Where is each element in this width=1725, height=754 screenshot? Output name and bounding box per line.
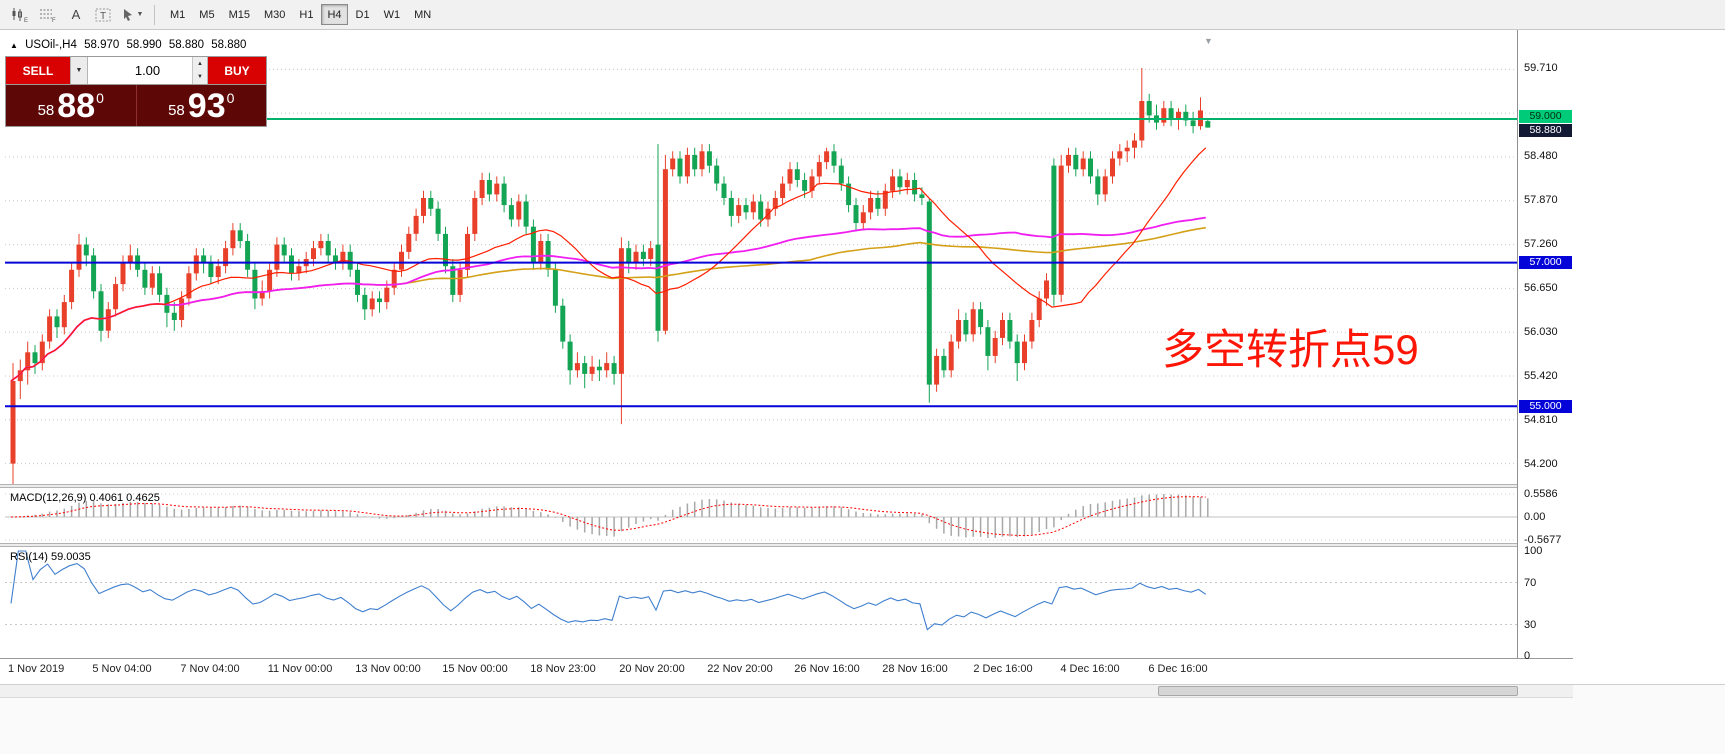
timeframe-button-h1[interactable]: H1 xyxy=(293,4,319,25)
time-axis-label: 13 Nov 00:00 xyxy=(355,663,421,675)
footer-area xyxy=(0,684,1725,754)
macd-scale-label: 0.00 xyxy=(1524,511,1546,523)
buy-price-big: 93 xyxy=(187,86,226,125)
buy-price-small: 58 xyxy=(168,102,185,119)
horizontal-scrollbar[interactable] xyxy=(0,685,1573,698)
macd-indicator-label: MACD(12,26,9) 0.4061 0.4625 xyxy=(10,492,160,504)
scrollbar-thumb[interactable] xyxy=(1158,686,1518,696)
macd-scale-label: 0.5586 xyxy=(1524,488,1558,500)
price-scale-label: 54.200 xyxy=(1524,457,1558,470)
quote-low: 58.880 xyxy=(168,39,205,51)
timeframe-button-m5[interactable]: M5 xyxy=(193,4,220,25)
volume-input[interactable] xyxy=(88,57,207,84)
spinner-down-icon[interactable]: ▼ xyxy=(193,70,207,84)
timeframe-button-m15[interactable]: M15 xyxy=(223,4,256,25)
text-label-tool-icon[interactable]: T xyxy=(90,3,118,27)
icon-letter: F xyxy=(52,18,56,23)
quote-bar: ▲ USOil-,H4 58.970 58.990 58.880 58.880 xyxy=(10,39,250,51)
spinner-up-icon[interactable]: ▲ xyxy=(193,57,207,71)
time-axis-label: 5 Nov 04:00 xyxy=(92,663,152,675)
time-axis-label: 26 Nov 16:00 xyxy=(794,663,860,675)
icon-letter: E xyxy=(24,18,28,23)
sell-price-sup: 0 xyxy=(96,89,104,106)
timeframe-toolbar: M1 M5 M15 M30 H1 H4 D1 W1 MN xyxy=(163,4,438,25)
price-scale-label: 55.420 xyxy=(1524,370,1558,382)
price-scale[interactable]: 59.710 58.480 57.870 57.260 56.650 56.030 55.4… xyxy=(1517,30,1573,662)
sell-button[interactable]: SELL xyxy=(6,57,70,84)
price-scale-label: 56.030 xyxy=(1524,326,1558,339)
quote-close: 58.880 xyxy=(211,39,247,51)
panel-divider[interactable] xyxy=(0,543,1571,547)
buy-button[interactable]: BUY xyxy=(208,57,266,84)
time-axis-label: 28 Nov 16:00 xyxy=(882,663,948,675)
toolbar-separator xyxy=(154,4,155,25)
price-scale-label: 57.870 xyxy=(1524,194,1558,207)
panel-divider[interactable] xyxy=(0,484,1571,488)
font-tool-letter: A xyxy=(71,7,81,22)
chevron-down-icon: ▼ xyxy=(136,11,144,18)
time-axis-border xyxy=(0,658,1573,659)
timeframe-button-h4[interactable]: H4 xyxy=(321,4,348,25)
price-tag-level-blue: 55.000 xyxy=(1519,399,1572,413)
cursor-tools-icon[interactable]: ▼ xyxy=(118,3,146,27)
time-axis[interactable]: 1 Nov 2019 5 Nov 04:00 7 Nov 04:00 11 Nov 0… xyxy=(0,663,1573,679)
time-axis-label: 6 Dec 16:00 xyxy=(1148,663,1208,675)
grid-icon[interactable]: F xyxy=(34,3,62,27)
macd-scale-label: -0.5677 xyxy=(1524,534,1562,546)
buy-price-display: 58 93 0 xyxy=(135,85,267,126)
sell-price-display: 58 88 0 xyxy=(6,85,136,126)
time-axis-label: 2 Dec 16:00 xyxy=(973,663,1033,675)
time-axis-label: 7 Nov 04:00 xyxy=(180,663,240,675)
volume-dropdown-button[interactable]: ▼ xyxy=(70,57,88,84)
price-scale-label: 58.480 xyxy=(1524,150,1558,163)
toolbar: E F A T ▼ M1 M5 M15 M30 H1 H4 D1 W1 MN xyxy=(0,0,1725,30)
rsi-scale-label: 70 xyxy=(1524,576,1537,589)
price-scale-label: 54.810 xyxy=(1524,413,1558,426)
sell-price-big: 88 xyxy=(57,86,96,125)
rsi-indicator-label: RSI(14) 59.0035 xyxy=(10,551,91,563)
price-scale-label: 57.260 xyxy=(1524,237,1558,250)
chart-annotation-text: 多空转折点59 xyxy=(1162,326,1419,373)
timeframe-button-w1[interactable]: W1 xyxy=(378,4,407,25)
macd-plot[interactable] xyxy=(5,490,1517,543)
price-scale-label: 56.650 xyxy=(1524,281,1558,294)
timeframe-button-m30[interactable]: M30 xyxy=(258,4,291,25)
price-tag-level-blue: 57.000 xyxy=(1519,256,1572,270)
time-axis-label: 4 Dec 16:00 xyxy=(1060,663,1120,675)
price-tag-bid-dark: 58.880 xyxy=(1519,124,1572,138)
price-scale-label: 59.710 xyxy=(1524,62,1558,74)
time-axis-label: 22 Nov 20:00 xyxy=(707,663,773,675)
price-tag-level-green: 59.000 xyxy=(1519,109,1572,123)
time-axis-label: 20 Nov 20:00 xyxy=(619,663,685,675)
font-tool-icon[interactable]: A xyxy=(62,3,90,27)
rsi-scale-label: 0 xyxy=(1524,650,1531,662)
symbol-period-label: USOil-,H4 xyxy=(25,39,77,51)
time-axis-label: 1 Nov 2019 xyxy=(8,663,65,675)
quote-open: 58.970 xyxy=(84,39,120,51)
time-axis-label: 15 Nov 00:00 xyxy=(442,663,508,675)
timeframe-button-mn[interactable]: MN xyxy=(408,4,437,25)
rsi-scale-label: 30 xyxy=(1524,618,1537,631)
volume-field: ▲ ▼ xyxy=(88,57,208,84)
price-display-row: 58 88 0 58 93 0 xyxy=(6,84,266,126)
time-axis-label: 11 Nov 00:00 xyxy=(267,663,333,675)
rsi-plot[interactable] xyxy=(5,549,1517,658)
time-axis-label: 18 Nov 23:00 xyxy=(530,663,596,675)
chart-shift-marker-icon: ▼ xyxy=(1204,36,1213,46)
chevron-down-icon: ▼ xyxy=(75,67,83,74)
expander-icon[interactable]: ▲ xyxy=(10,41,18,50)
rsi-scale-label: 100 xyxy=(1524,545,1543,557)
quote-high: 58.990 xyxy=(126,39,162,51)
candlestick-chart-icon[interactable]: E xyxy=(6,3,34,27)
sell-price-small: 58 xyxy=(37,102,55,119)
icon-letter: T xyxy=(100,11,106,22)
volume-spinner: ▲ ▼ xyxy=(192,57,207,84)
buy-price-sup: 0 xyxy=(226,89,235,106)
timeframe-button-m1[interactable]: M1 xyxy=(164,4,191,25)
timeframe-button-d1[interactable]: D1 xyxy=(350,4,376,25)
one-click-trading-panel: SELL ▼ ▲ ▼ BUY 58 88 0 58 93 0 xyxy=(5,56,267,127)
